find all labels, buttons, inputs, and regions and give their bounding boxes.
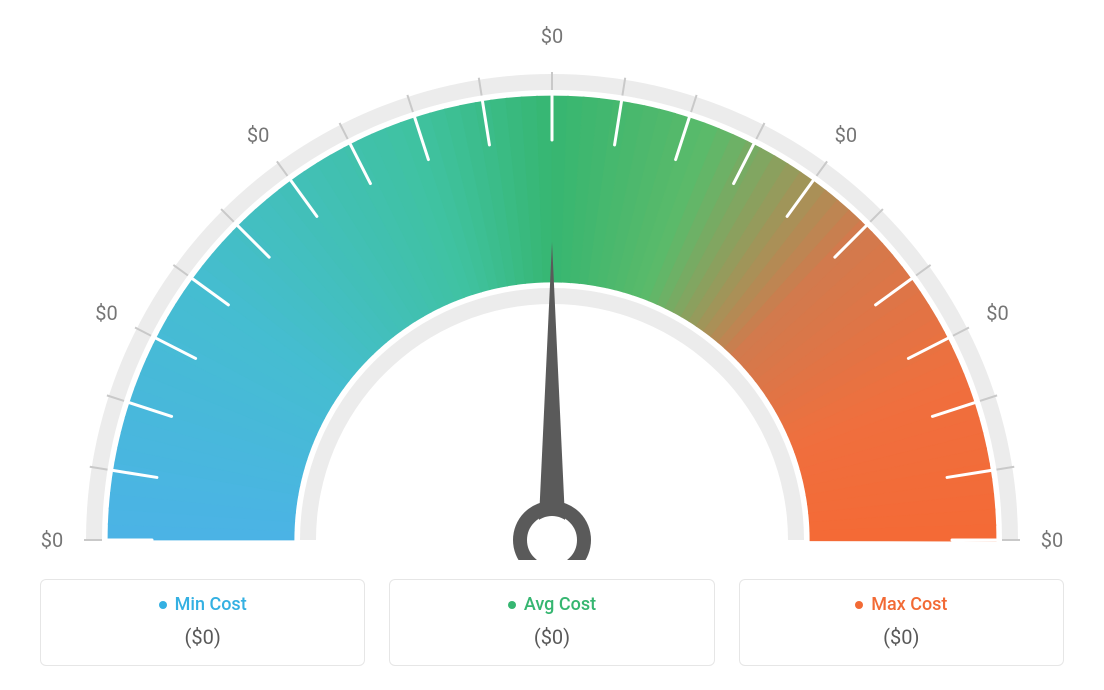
legend-label-max: Max Cost (871, 594, 947, 615)
gauge-tick-label: $0 (835, 123, 857, 147)
legend-card-avg: Avg Cost ($0) (389, 579, 714, 667)
gauge-tick-label: $0 (1041, 528, 1063, 552)
gauge-tick-label: $0 (247, 123, 269, 147)
legend-title-max: Max Cost (855, 594, 947, 615)
legend-value-max: ($0) (750, 625, 1053, 649)
legend-row: Min Cost ($0) Avg Cost ($0) Max Cost ($0… (40, 579, 1064, 667)
legend-card-min: Min Cost ($0) (40, 579, 365, 667)
legend-title-avg: Avg Cost (508, 594, 596, 615)
gauge-tick-label: $0 (41, 528, 63, 552)
legend-dot-min (159, 601, 167, 609)
legend-card-max: Max Cost ($0) (739, 579, 1064, 667)
gauge-chart-container: $0 $0 $0 $0 $0 $0 $0 Min Cost ($0) Avg Cost ($… (0, 0, 1104, 690)
gauge-tick-label: $0 (541, 24, 563, 48)
legend-label-min: Min Cost (175, 594, 247, 615)
gauge-tick-label: $0 (986, 301, 1008, 325)
gauge-area: $0 $0 $0 $0 $0 $0 $0 (0, 0, 1104, 560)
legend-dot-max (855, 601, 863, 609)
legend-title-min: Min Cost (159, 594, 247, 615)
gauge-tick-label: $0 (95, 301, 117, 325)
legend-value-avg: ($0) (400, 625, 703, 649)
gauge-svg (0, 0, 1104, 560)
legend-label-avg: Avg Cost (524, 594, 596, 615)
legend-value-min: ($0) (51, 625, 354, 649)
legend-dot-avg (508, 601, 516, 609)
